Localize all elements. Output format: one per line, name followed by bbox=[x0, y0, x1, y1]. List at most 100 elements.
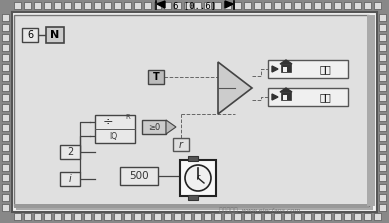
Bar bbox=[148, 70, 164, 84]
Text: 北黄: 北黄 bbox=[319, 64, 331, 74]
Bar bbox=[188, 156, 198, 161]
Bar bbox=[14, 2, 21, 9]
Bar bbox=[377, 0, 389, 223]
Bar bbox=[14, 204, 369, 208]
Bar bbox=[134, 2, 141, 9]
Bar bbox=[2, 54, 9, 61]
Bar bbox=[16, 17, 373, 210]
Bar bbox=[281, 92, 291, 100]
Bar bbox=[2, 14, 9, 21]
Bar bbox=[0, 0, 12, 223]
Bar bbox=[95, 115, 135, 143]
Text: r: r bbox=[196, 173, 200, 182]
Text: T: T bbox=[152, 72, 159, 82]
Bar bbox=[174, 2, 181, 9]
Bar bbox=[60, 172, 80, 186]
Bar bbox=[180, 160, 216, 196]
Bar bbox=[379, 54, 386, 61]
Bar bbox=[104, 213, 111, 220]
Bar bbox=[374, 2, 381, 9]
Bar bbox=[264, 213, 271, 220]
Bar bbox=[124, 2, 131, 9]
Bar bbox=[324, 213, 331, 220]
Polygon shape bbox=[157, 1, 165, 8]
Bar bbox=[284, 2, 291, 9]
Bar bbox=[46, 27, 64, 43]
Text: 南黄: 南黄 bbox=[319, 92, 331, 102]
Bar bbox=[2, 134, 9, 141]
Bar bbox=[379, 24, 386, 31]
Bar bbox=[84, 213, 91, 220]
Bar bbox=[268, 60, 348, 78]
Bar bbox=[379, 34, 386, 41]
Text: ÷: ÷ bbox=[103, 116, 113, 128]
Bar bbox=[84, 2, 91, 9]
Bar bbox=[134, 213, 141, 220]
Bar bbox=[34, 213, 41, 220]
Bar bbox=[64, 2, 71, 9]
Bar bbox=[374, 213, 381, 220]
Bar bbox=[283, 67, 287, 72]
Polygon shape bbox=[280, 88, 292, 92]
Bar bbox=[94, 213, 101, 220]
Bar bbox=[234, 213, 241, 220]
Text: 6: 6 bbox=[27, 30, 33, 40]
Bar bbox=[344, 2, 351, 9]
Bar bbox=[2, 24, 9, 31]
Bar bbox=[379, 194, 386, 201]
Bar bbox=[314, 213, 321, 220]
Bar bbox=[14, 213, 21, 220]
Bar bbox=[184, 2, 191, 9]
Bar bbox=[379, 104, 386, 111]
Text: 电子发烧网  www.elecfans.com: 电子发烧网 www.elecfans.com bbox=[219, 207, 301, 213]
Bar bbox=[12, 12, 377, 212]
Bar bbox=[379, 114, 386, 121]
Bar bbox=[44, 213, 51, 220]
Bar bbox=[379, 44, 386, 51]
Bar bbox=[379, 204, 386, 211]
Bar bbox=[2, 144, 9, 151]
Bar bbox=[379, 94, 386, 101]
Bar bbox=[379, 184, 386, 191]
Bar bbox=[0, 211, 389, 223]
Bar bbox=[379, 64, 386, 71]
Bar bbox=[264, 2, 271, 9]
Bar bbox=[184, 213, 191, 220]
Text: 6 [0..6]: 6 [0..6] bbox=[173, 1, 217, 10]
Bar bbox=[2, 154, 9, 161]
Bar bbox=[74, 213, 81, 220]
Text: R: R bbox=[126, 114, 130, 120]
Bar bbox=[2, 114, 9, 121]
Bar bbox=[367, 15, 375, 206]
Text: IQ: IQ bbox=[109, 132, 117, 140]
Bar bbox=[284, 213, 291, 220]
Bar bbox=[224, 213, 231, 220]
Bar bbox=[379, 84, 386, 91]
Bar bbox=[304, 2, 311, 9]
Text: i: i bbox=[68, 174, 71, 184]
Bar bbox=[24, 213, 31, 220]
Bar bbox=[2, 94, 9, 101]
Text: r: r bbox=[179, 140, 183, 149]
Bar bbox=[2, 74, 9, 81]
Bar bbox=[142, 120, 166, 134]
Bar bbox=[224, 2, 231, 9]
Bar bbox=[379, 134, 386, 141]
Bar bbox=[2, 84, 9, 91]
Bar bbox=[2, 34, 9, 41]
Text: N: N bbox=[50, 30, 60, 40]
Bar bbox=[364, 2, 371, 9]
Bar bbox=[114, 2, 121, 9]
Polygon shape bbox=[166, 120, 176, 134]
Bar bbox=[2, 124, 9, 131]
Bar bbox=[22, 28, 38, 42]
Bar bbox=[379, 74, 386, 81]
Bar bbox=[144, 2, 151, 9]
Bar bbox=[24, 2, 31, 9]
Bar bbox=[379, 164, 386, 171]
Polygon shape bbox=[225, 1, 233, 8]
Bar bbox=[204, 213, 211, 220]
Bar bbox=[324, 2, 331, 9]
Text: 500: 500 bbox=[129, 171, 149, 181]
Bar bbox=[2, 104, 9, 111]
